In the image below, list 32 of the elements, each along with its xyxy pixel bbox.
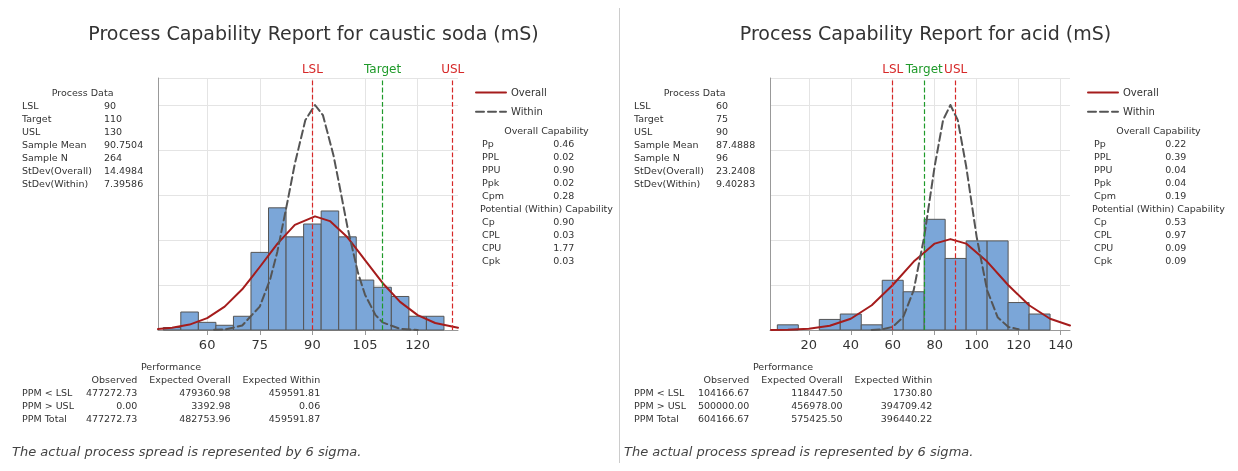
x-tick-label: 60 bbox=[198, 337, 216, 352]
ref-line-label: USL bbox=[441, 62, 465, 76]
x-tick-label: 90 bbox=[304, 337, 321, 352]
legend-label: Within bbox=[511, 106, 543, 118]
ref-line-label: LSL bbox=[882, 62, 904, 76]
ref-line-label: LSL bbox=[301, 62, 324, 76]
x-tick-label: 140 bbox=[1048, 337, 1073, 352]
chart-title: Process Capability Report for caustic soda (mS) bbox=[88, 21, 539, 44]
x-tick-label: 75 bbox=[251, 337, 269, 352]
text: Process Data LSL 90 Target 110 USL 130 Sample Mean 90.7504 Sample N 264 StDev(Overall) 14.4984 StDev(Within) 7.39586 bbox=[22, 87, 144, 189]
ref-line-label: Target bbox=[363, 62, 402, 76]
ref-line-label: Target bbox=[904, 62, 944, 76]
x-tick-label: 40 bbox=[842, 337, 860, 352]
ref-line-label: USL bbox=[944, 62, 968, 76]
x-tick-label: 120 bbox=[1006, 337, 1032, 352]
legend-label: Overall bbox=[1123, 87, 1159, 99]
x-tick-label: 20 bbox=[800, 337, 818, 352]
x-tick-label: 100 bbox=[964, 337, 990, 352]
legend-label: Within bbox=[1123, 106, 1155, 118]
text: The actual process spread is represented by 6 sigma. bbox=[624, 444, 974, 459]
x-tick-label: 60 bbox=[884, 337, 901, 352]
chart-title: Process Capability Report for acid (mS) bbox=[739, 21, 1112, 44]
legend-label: Overall bbox=[511, 87, 547, 99]
x-tick-label: 120 bbox=[405, 337, 431, 352]
text: Performance Observed Expected Overall Expected Within PPM < LSL 477272.73 479360.98 459591.81 PPM > USL 0.00 3392.98 0.06 PPM Total 477272.73 482753.96 459591.87 bbox=[22, 361, 321, 424]
text: The actual process spread is represented by 6 sigma. bbox=[12, 444, 362, 459]
text: Overall Capability Pp 0.46 PPL 0.02 PPU 0.90 Ppk 0.02 Cpm 0.28 Potential (Within) Capability Cp 0.90 CPL 0.03 CPU 1.77 Cpk 0.03 bbox=[480, 125, 613, 266]
text: Process Data LSL 60 Target 75 USL 90 Sample Mean 87.4888 Sample N 96 StDev(Overall) 23.2408 StDev(Within) 9.40283 bbox=[634, 87, 756, 189]
text: Performance Observed Expected Overall Expected Within PPM < LSL 104166.67 118447.50 1730.80 PPM > USL 500000.00 456978.00 394709.42 PPM Total 604166.67 575425.50 396440.22 bbox=[634, 361, 933, 424]
x-tick-label: 80 bbox=[926, 337, 943, 352]
text: Overall Capability Pp 0.22 PPL 0.39 PPU 0.04 Ppk 0.04 Cpm 0.19 Potential (Within) Capability Cp 0.53 CPL 0.97 CPU 0.09 Cpk 0.09 bbox=[1092, 125, 1225, 266]
x-tick-label: 105 bbox=[352, 337, 378, 352]
